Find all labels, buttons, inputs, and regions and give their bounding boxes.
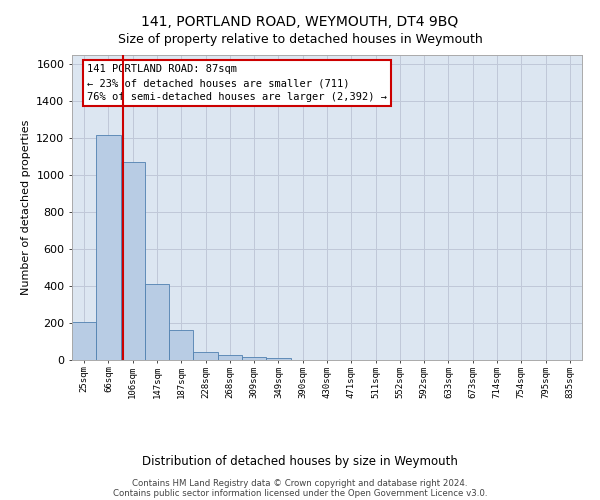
Text: 141 PORTLAND ROAD: 87sqm
← 23% of detached houses are smaller (711)
76% of semi-: 141 PORTLAND ROAD: 87sqm ← 23% of detach… — [88, 64, 388, 102]
Y-axis label: Number of detached properties: Number of detached properties — [20, 120, 31, 295]
Text: Contains public sector information licensed under the Open Government Licence v3: Contains public sector information licen… — [113, 488, 487, 498]
Text: Size of property relative to detached houses in Weymouth: Size of property relative to detached ho… — [118, 32, 482, 46]
Bar — [242, 357, 266, 360]
Bar — [169, 330, 193, 360]
Text: Contains HM Land Registry data © Crown copyright and database right 2024.: Contains HM Land Registry data © Crown c… — [132, 478, 468, 488]
Text: 141, PORTLAND ROAD, WEYMOUTH, DT4 9BQ: 141, PORTLAND ROAD, WEYMOUTH, DT4 9BQ — [142, 15, 458, 29]
Bar — [218, 355, 242, 360]
Bar — [193, 352, 218, 360]
Text: Distribution of detached houses by size in Weymouth: Distribution of detached houses by size … — [142, 454, 458, 468]
Bar — [72, 322, 96, 360]
Bar — [121, 162, 145, 360]
Bar — [266, 358, 290, 360]
Bar — [96, 136, 121, 360]
Bar — [145, 284, 169, 360]
